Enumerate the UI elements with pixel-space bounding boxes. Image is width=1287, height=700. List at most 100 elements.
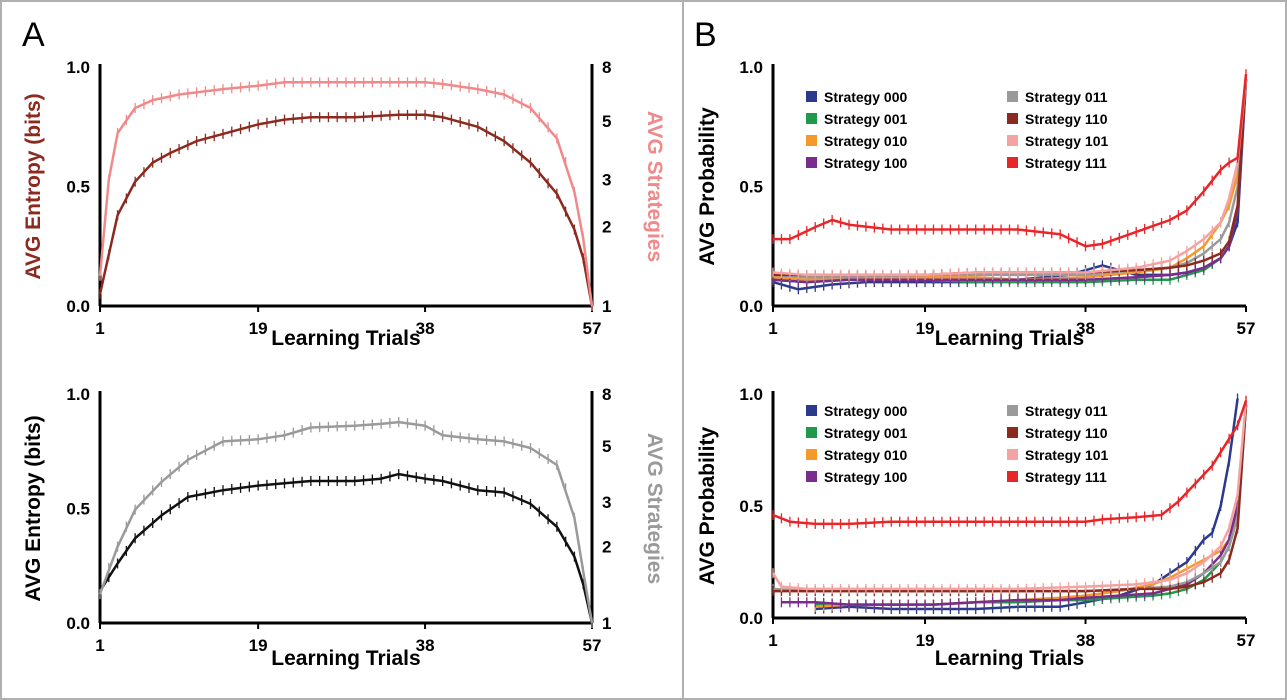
y-tick-label: 0.0 (739, 297, 763, 316)
legend-entry: Strategy 011 (1007, 89, 1108, 105)
y-tick-label: 0.0 (739, 609, 763, 628)
x-tick-label: 57 (1237, 319, 1256, 338)
x-tick-label: 19 (916, 319, 935, 338)
legend-label: Strategy 101 (1025, 447, 1108, 463)
legend-entry: Strategy 010 (806, 133, 907, 149)
legend-swatch (1007, 471, 1018, 482)
y-axis-right-label: AVG Strategies (643, 433, 666, 584)
legend-swatch (806, 471, 817, 482)
series-line (772, 78, 1248, 279)
series-line (773, 74, 1248, 248)
series-1 (98, 417, 594, 628)
y-tick-label: 1.0 (66, 58, 90, 77)
y-right-tick-label: 3 (602, 493, 611, 512)
x-tick-label: 1 (95, 319, 104, 338)
legend-label: Strategy 100 (824, 155, 907, 171)
x-tick-label: 57 (1237, 631, 1256, 650)
legend-label: Strategy 110 (1025, 425, 1108, 441)
series-line (98, 113, 594, 307)
y-tick-label: 0.5 (66, 500, 90, 519)
y-right-tick-label: 3 (602, 171, 611, 190)
y-tick-label: 1.0 (66, 385, 90, 404)
x-axis-label: Learning Trials (271, 327, 420, 350)
y-right-tick-label: 8 (602, 385, 611, 404)
y-axis-label: AVG Entropy (bits) (22, 415, 45, 601)
legend-swatch (1007, 135, 1018, 146)
x-axis-label: Learning Trials (935, 327, 1084, 350)
legend-swatch (806, 91, 817, 102)
x-tick-label: 1 (768, 631, 777, 650)
legend-swatch (806, 135, 817, 146)
series-4 (772, 73, 1248, 283)
y-axis-label: AVG Probability (696, 107, 719, 266)
y-axis-right-label: AVG Strategies (643, 111, 666, 262)
legend-label: Strategy 010 (824, 447, 907, 463)
x-tick-label: 38 (416, 319, 435, 338)
legend-swatch (1007, 449, 1018, 460)
panel-label-a: A (22, 16, 45, 54)
x-tick-label: 38 (1076, 319, 1095, 338)
chart-b-bottom: 1 19 38 57 0.0 0.5 1.0 Learning Trials AVG Proba… (696, 385, 1255, 670)
legend-swatch (1007, 113, 1018, 124)
series-2 (772, 73, 1248, 285)
x-tick-label: 38 (416, 636, 435, 655)
legend-label: Strategy 010 (824, 133, 907, 149)
x-tick-label: 57 (583, 636, 602, 655)
legend-swatch (806, 427, 817, 438)
legend-entry: Strategy 110 (1007, 111, 1108, 127)
y-right-tick-label: 2 (602, 538, 611, 557)
panel-label-b: B (694, 16, 717, 54)
legend-entry: Strategy 001 (806, 425, 907, 441)
y-right-tick-label: 5 (602, 112, 611, 131)
chart-b-top: 1 19 38 57 0.0 0.5 1.0 Learning Trials AVG Proba… (696, 58, 1255, 350)
y-tick-label: 0.0 (66, 297, 90, 316)
legend-swatch (1007, 405, 1018, 416)
series-0 (772, 73, 1248, 295)
y-right-tick-label: 5 (602, 437, 611, 456)
y-tick-label: 1.0 (739, 385, 763, 404)
y-tick-label: 0.0 (66, 614, 90, 633)
x-tick-label: 38 (1076, 631, 1095, 650)
x-tick-label: 19 (249, 636, 268, 655)
legend-entry: Strategy 110 (1007, 425, 1108, 441)
series-line (772, 78, 1248, 277)
x-tick-label: 57 (583, 319, 602, 338)
legend-label: Strategy 111 (1025, 469, 1107, 485)
legend-entry: Strategy 100 (806, 155, 907, 171)
legend-entry: Strategy 000 (806, 89, 907, 105)
legend-label: Strategy 110 (1025, 111, 1108, 127)
x-tick-label: 19 (916, 631, 935, 650)
series-7 (772, 395, 1248, 529)
series-0 (98, 469, 594, 628)
x-axis-label: Learning Trials (271, 647, 420, 670)
legend-swatch (806, 157, 817, 168)
legend-entry: Strategy 010 (806, 447, 907, 463)
y-right-tick-label: 1 (602, 297, 611, 316)
legend-label: Strategy 100 (824, 469, 907, 485)
series-7 (772, 69, 1248, 252)
legend-swatch (806, 449, 817, 460)
x-tick-label: 1 (768, 319, 777, 338)
legend-entry: Strategy 001 (806, 111, 907, 127)
legend-label: Strategy 000 (824, 403, 907, 419)
series-line (772, 78, 1248, 284)
legend-label: Strategy 101 (1025, 133, 1108, 149)
series-line (98, 472, 594, 624)
series-3 (772, 73, 1248, 288)
y-right-tick-label: 8 (602, 58, 611, 77)
chart-a-top: 1 19 38 57 0.0 0.5 1.0 1 2 3 5 8 Learning Trials AVG … (22, 58, 666, 350)
y-tick-label: 0.5 (739, 178, 763, 197)
legend-entry: Strategy 101 (1007, 447, 1108, 463)
y-right-tick-label: 2 (602, 217, 611, 236)
legend-swatch (1007, 157, 1018, 168)
legend-swatch (1007, 427, 1018, 438)
legend-label: Strategy 001 (824, 425, 907, 441)
legend-entry: Strategy 000 (806, 403, 907, 419)
y-right-tick-label: 1 (602, 614, 611, 633)
series-line (772, 78, 1248, 284)
legend-swatch (806, 113, 817, 124)
series-line (98, 420, 594, 624)
y-axis-label: AVG Entropy (bits) (22, 93, 45, 279)
y-tick-label: 1.0 (739, 58, 763, 77)
